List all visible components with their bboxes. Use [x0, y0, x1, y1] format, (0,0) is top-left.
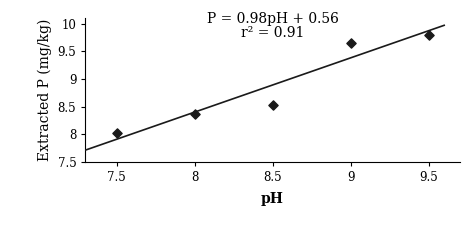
Point — [113, 131, 120, 135]
Point — [347, 41, 355, 45]
X-axis label: pH: pH — [261, 192, 284, 206]
Y-axis label: Extracted P (mg/kg): Extracted P (mg/kg) — [37, 19, 52, 161]
Point — [425, 33, 432, 36]
Text: P = 0.98pH + 0.56: P = 0.98pH + 0.56 — [207, 12, 338, 26]
Text: r² = 0.91: r² = 0.91 — [241, 26, 304, 40]
Point — [191, 112, 198, 116]
Point — [269, 103, 276, 107]
